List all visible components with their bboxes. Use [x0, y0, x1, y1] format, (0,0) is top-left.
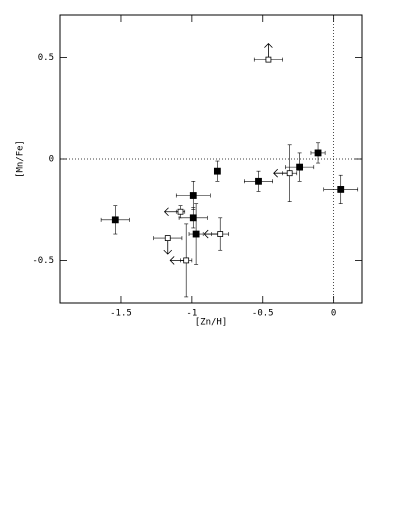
data-point	[183, 257, 190, 264]
data-point	[192, 230, 200, 238]
data-point	[255, 177, 262, 185]
data-point	[111, 216, 119, 224]
data-point	[217, 231, 224, 237]
data-point	[337, 186, 345, 193]
data-point	[213, 167, 221, 175]
x-axis-label: [Zn/H]	[195, 318, 228, 328]
y-tick-label: -0.5	[32, 256, 54, 266]
x-tick-label: -1	[186, 309, 197, 319]
data-point	[296, 163, 304, 171]
x-tick-label: -1.5	[110, 309, 132, 319]
data-point	[189, 214, 197, 222]
data-point	[314, 149, 322, 157]
y-tick-label: 0	[49, 155, 54, 165]
data-point	[265, 56, 272, 63]
x-tick-label: 0	[331, 309, 336, 319]
y-axis-label: [Mn/Fe]	[16, 140, 26, 178]
y-tick-label: 0.5	[38, 53, 54, 63]
data-point	[189, 192, 197, 199]
data-point	[164, 235, 171, 241]
data-point	[177, 208, 184, 215]
x-tick-label: -0.5	[252, 309, 274, 319]
data-point	[286, 170, 293, 177]
